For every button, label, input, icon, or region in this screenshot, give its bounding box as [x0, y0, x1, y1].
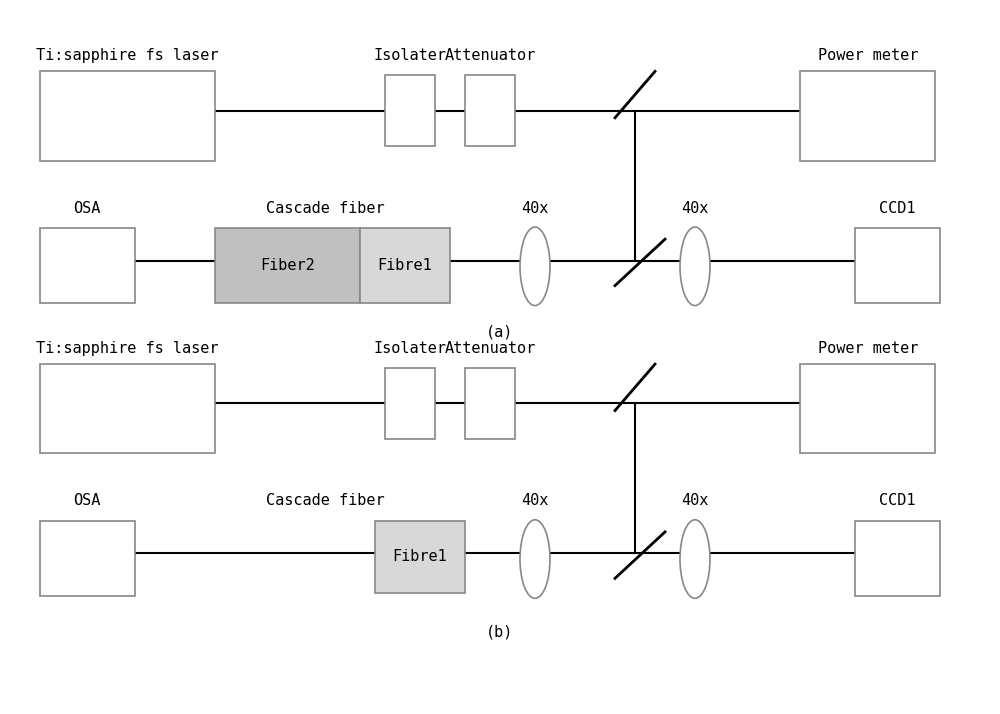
Bar	[465, 368, 515, 439]
Text: Fibre1: Fibre1	[378, 258, 432, 273]
Bar	[385, 368, 435, 439]
Bar	[800, 71, 935, 161]
Text: (a): (a)	[486, 324, 514, 340]
Text: Attenuator: Attenuator	[444, 341, 536, 356]
Text: Ti:sapphire fs laser: Ti:sapphire fs laser	[36, 341, 218, 356]
Bar	[360, 228, 450, 303]
Text: Fiber2: Fiber2	[260, 258, 315, 273]
Text: Cascade fiber: Cascade fiber	[266, 201, 384, 216]
Text: 40x: 40x	[681, 493, 709, 508]
Bar	[375, 521, 465, 593]
Bar	[215, 228, 360, 303]
Ellipse shape	[520, 227, 550, 306]
Bar	[40, 364, 215, 453]
Text: Isolater: Isolater	[374, 341, 446, 356]
Bar	[385, 75, 435, 146]
Bar	[855, 521, 940, 596]
Text: 40x: 40x	[521, 493, 549, 508]
Text: Attenuator: Attenuator	[444, 48, 536, 63]
Text: 40x: 40x	[521, 201, 549, 216]
Text: (b): (b)	[486, 624, 514, 640]
Bar	[40, 228, 135, 303]
Bar	[465, 75, 515, 146]
Bar	[800, 364, 935, 453]
Text: Isolater: Isolater	[374, 48, 446, 63]
Bar	[855, 228, 940, 303]
Text: Fibre1: Fibre1	[393, 549, 447, 565]
Text: OSA: OSA	[73, 201, 101, 216]
Text: Power meter: Power meter	[818, 341, 918, 356]
Text: Cascade fiber: Cascade fiber	[266, 493, 384, 508]
Text: CCD1: CCD1	[879, 201, 915, 216]
Text: Power meter: Power meter	[818, 48, 918, 63]
Text: Ti:sapphire fs laser: Ti:sapphire fs laser	[36, 48, 218, 63]
Ellipse shape	[520, 520, 550, 598]
Text: 40x: 40x	[681, 201, 709, 216]
Ellipse shape	[680, 520, 710, 598]
Ellipse shape	[680, 227, 710, 306]
Text: OSA: OSA	[73, 493, 101, 508]
Bar	[40, 71, 215, 161]
Text: CCD1: CCD1	[879, 493, 915, 508]
Bar	[40, 521, 135, 596]
